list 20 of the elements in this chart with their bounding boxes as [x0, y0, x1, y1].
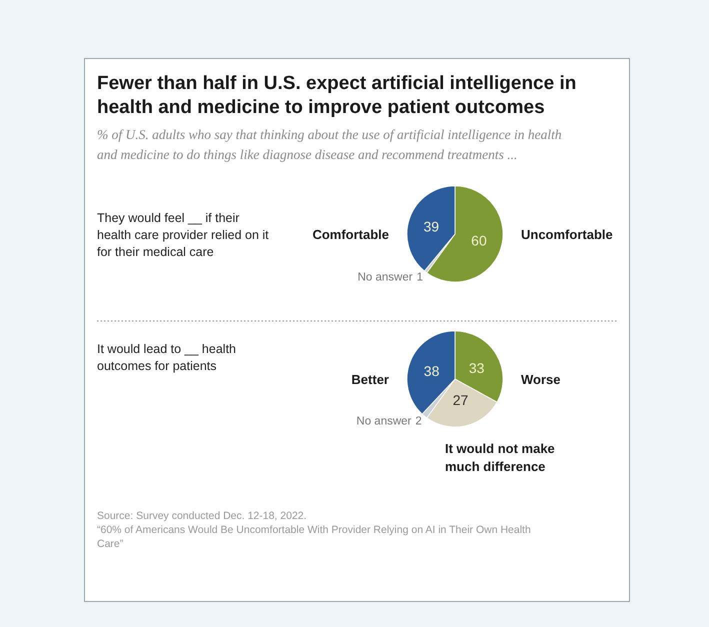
slice-label: Comfortable — [312, 227, 389, 242]
data-label: 38 — [424, 363, 440, 380]
data-label: 1 — [416, 272, 423, 284]
slice-label: No answer — [358, 272, 413, 284]
slice-label: Uncomfortable — [521, 227, 613, 242]
text: “60% of Americans Would Be Uncomfortable With Provider Relying on AI in Their Own Health Care” — [97, 524, 531, 550]
chart-title: Fewer than half in U.S. expect artificial intelligence in health and medicine to improve patient outcomes — [97, 73, 576, 118]
slice-label: No answer — [356, 416, 412, 428]
data-label: 33 — [468, 360, 485, 376]
text: They would feel __ if their health care provider relied on it for their medical care — [97, 211, 270, 259]
chart-subtitle: % of U.S. adults who say that thinking about the use of artificial intelligence in health and medicine to do things like diagnose disease and recommend treatments ... — [97, 127, 562, 162]
source-note: Source: Survey conducted Dec. 12-18, 2022. — [97, 510, 307, 522]
data-label: 60 — [471, 232, 487, 249]
slice-label: It would not make much difference — [445, 441, 555, 474]
data-label: 2 — [415, 416, 422, 428]
text: It would lead to __ health outcomes for patients — [97, 342, 236, 373]
slice-label: Worse — [521, 372, 560, 387]
data-label: 39 — [424, 218, 440, 235]
slice-label: Better — [351, 372, 389, 387]
data-label: 27 — [452, 392, 468, 408]
